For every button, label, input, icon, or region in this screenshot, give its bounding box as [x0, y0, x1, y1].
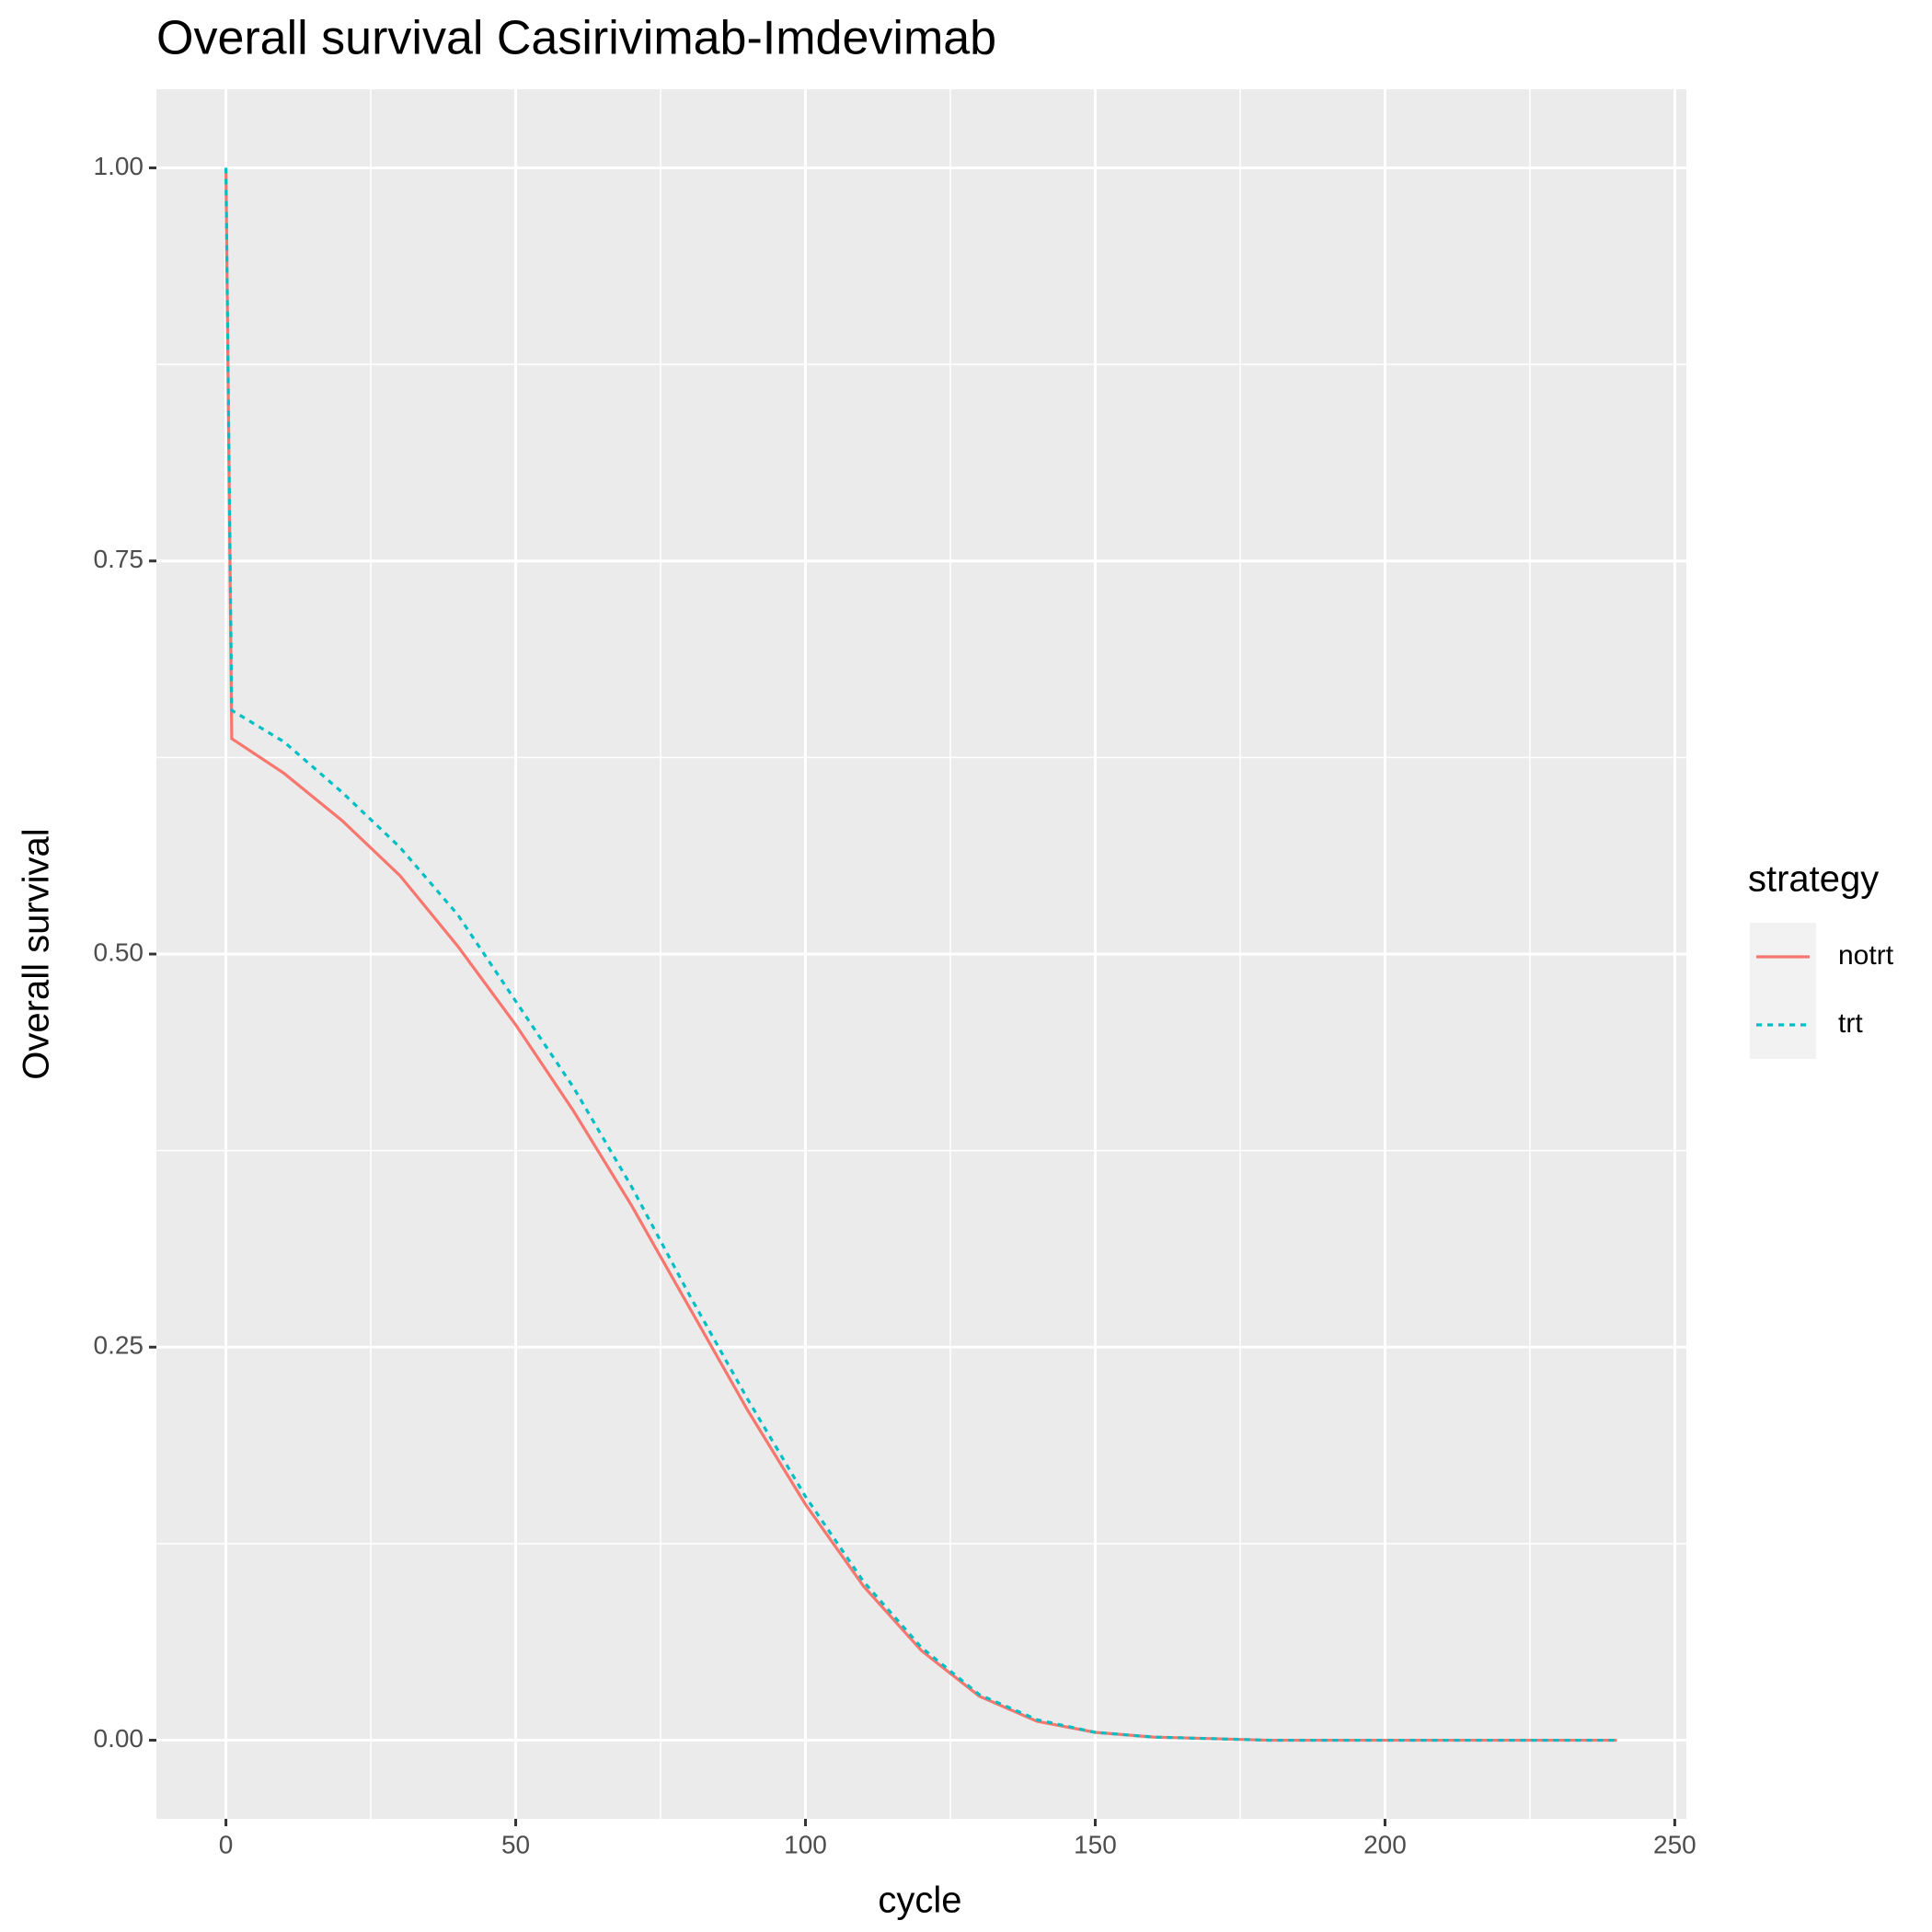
- x-tick-label: 50: [501, 1830, 530, 1858]
- y-tick-label: 0.25: [94, 1331, 144, 1360]
- x-tick-label: 250: [1653, 1830, 1696, 1858]
- legend-label: notrt: [1838, 940, 1894, 971]
- x-tick-label: 100: [784, 1830, 827, 1858]
- chart-title: Overall survival Casirivimab-Imdevimab: [156, 12, 996, 65]
- x-tick-label: 150: [1074, 1830, 1117, 1858]
- x-tick-label: 0: [219, 1830, 234, 1858]
- series-line: [224, 167, 1617, 1742]
- x-tick-label: 200: [1363, 1830, 1407, 1858]
- y-tick-label: 0.00: [94, 1724, 144, 1753]
- legend-label: trt: [1838, 1008, 1863, 1039]
- y-tick-label: 0.50: [94, 937, 144, 966]
- y-axis-title: Overall survival: [17, 828, 57, 1079]
- x-axis-title: cycle: [878, 1880, 961, 1921]
- y-tick-label: 1.00: [94, 152, 144, 180]
- legend-title: strategy: [1748, 859, 1879, 900]
- y-tick-label: 0.75: [94, 545, 144, 573]
- series-line: [224, 167, 1617, 1742]
